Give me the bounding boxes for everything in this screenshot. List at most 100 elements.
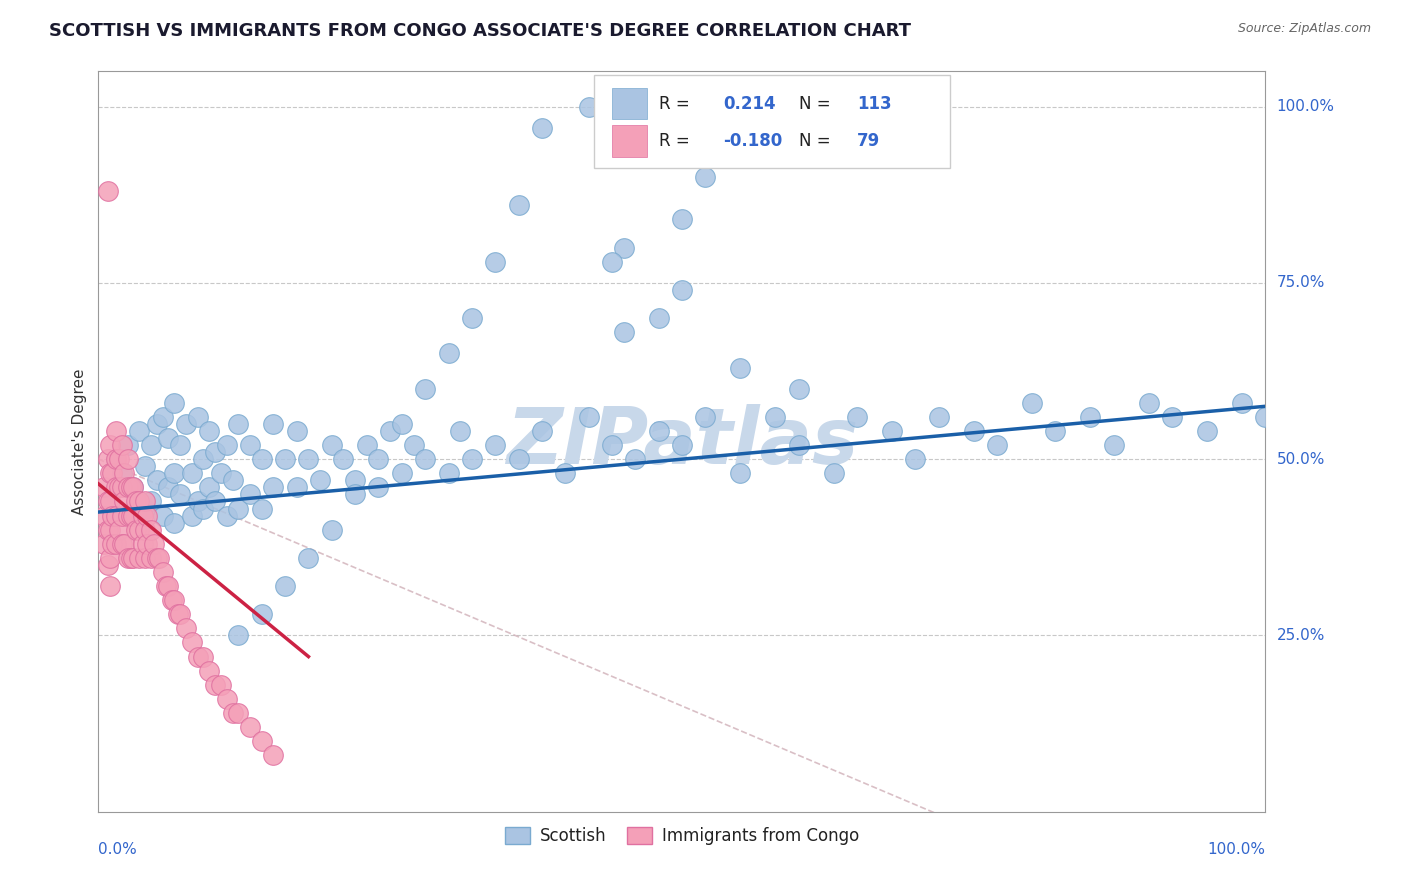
Point [117, 550, 139, 565]
Point [437, 346, 460, 360]
Point [367, 452, 389, 467]
Point [193, 452, 215, 467]
Y-axis label: Associate's Degree: Associate's Degree [72, 368, 87, 515]
Point [101, 508, 124, 523]
Point [139, 438, 162, 452]
Point [250, 452, 273, 467]
Point [122, 480, 145, 494]
Point [204, 494, 226, 508]
Point [695, 409, 717, 424]
Point [695, 170, 717, 185]
Point [111, 480, 134, 494]
Text: SCOTTISH VS IMMIGRANTS FROM CONGO ASSOCIATE'S DEGREE CORRELATION CHART: SCOTTISH VS IMMIGRANTS FROM CONGO ASSOCI… [49, 22, 911, 40]
Point [104, 480, 127, 494]
Point [117, 438, 139, 452]
Point [321, 523, 343, 537]
Point [104, 424, 127, 438]
Point [98, 579, 121, 593]
Point [125, 494, 148, 508]
Point [157, 431, 180, 445]
Point [101, 467, 124, 481]
Point [163, 593, 186, 607]
Point [93, 508, 115, 523]
Point [180, 635, 202, 649]
Point [143, 537, 166, 551]
Point [250, 734, 273, 748]
Point [391, 417, 413, 431]
Point [174, 417, 197, 431]
Point [508, 452, 530, 467]
Text: 0.0%: 0.0% [98, 842, 138, 857]
Point [120, 508, 142, 523]
Text: N =: N = [799, 95, 830, 113]
Point [1080, 409, 1102, 424]
Point [111, 438, 134, 452]
Point [297, 550, 319, 565]
Point [111, 508, 134, 523]
Point [763, 409, 786, 424]
Point [198, 424, 221, 438]
Point [928, 409, 950, 424]
Point [228, 417, 250, 431]
Point [578, 409, 600, 424]
Point [152, 508, 174, 523]
Point [108, 523, 131, 537]
Text: ZIPatlas: ZIPatlas [506, 403, 858, 480]
Point [228, 628, 250, 642]
Point [986, 438, 1008, 452]
Point [134, 523, 156, 537]
Point [180, 508, 202, 523]
Point [262, 417, 284, 431]
Point [461, 311, 484, 326]
Text: 100.0%: 100.0% [1208, 842, 1265, 857]
Point [221, 473, 243, 487]
Point [228, 706, 250, 720]
Point [134, 501, 156, 516]
Point [239, 487, 262, 501]
Point [730, 467, 752, 481]
Point [530, 120, 553, 135]
Point [239, 720, 262, 734]
Point [122, 508, 145, 523]
Point [132, 508, 155, 523]
Point [198, 664, 221, 678]
Point [198, 480, 221, 494]
Point [530, 424, 553, 438]
Point [134, 494, 156, 508]
Point [613, 325, 636, 339]
Point [262, 748, 284, 763]
Point [132, 537, 155, 551]
Point [112, 537, 135, 551]
Point [117, 508, 139, 523]
Point [112, 494, 135, 508]
Point [193, 501, 215, 516]
Point [391, 467, 413, 481]
Text: 25.0%: 25.0% [1277, 628, 1324, 643]
Point [146, 473, 169, 487]
Point [163, 396, 186, 410]
Point [730, 360, 752, 375]
Point [578, 100, 600, 114]
Point [155, 579, 177, 593]
Text: Source: ZipAtlas.com: Source: ZipAtlas.com [1237, 22, 1371, 36]
Point [449, 424, 471, 438]
Point [262, 480, 284, 494]
Point [204, 678, 226, 692]
Point [787, 438, 810, 452]
Point [215, 438, 238, 452]
Point [880, 424, 903, 438]
Point [169, 487, 191, 501]
Point [108, 452, 131, 467]
Text: -0.180: -0.180 [723, 132, 782, 150]
Point [624, 452, 647, 467]
Point [250, 607, 273, 622]
Point [187, 649, 209, 664]
FancyBboxPatch shape [612, 126, 647, 156]
Point [152, 565, 174, 579]
Point [98, 438, 121, 452]
Point [122, 550, 145, 565]
Text: N =: N = [799, 132, 830, 150]
Point [1021, 396, 1043, 410]
Text: 0.214: 0.214 [723, 95, 775, 113]
Point [97, 184, 120, 198]
